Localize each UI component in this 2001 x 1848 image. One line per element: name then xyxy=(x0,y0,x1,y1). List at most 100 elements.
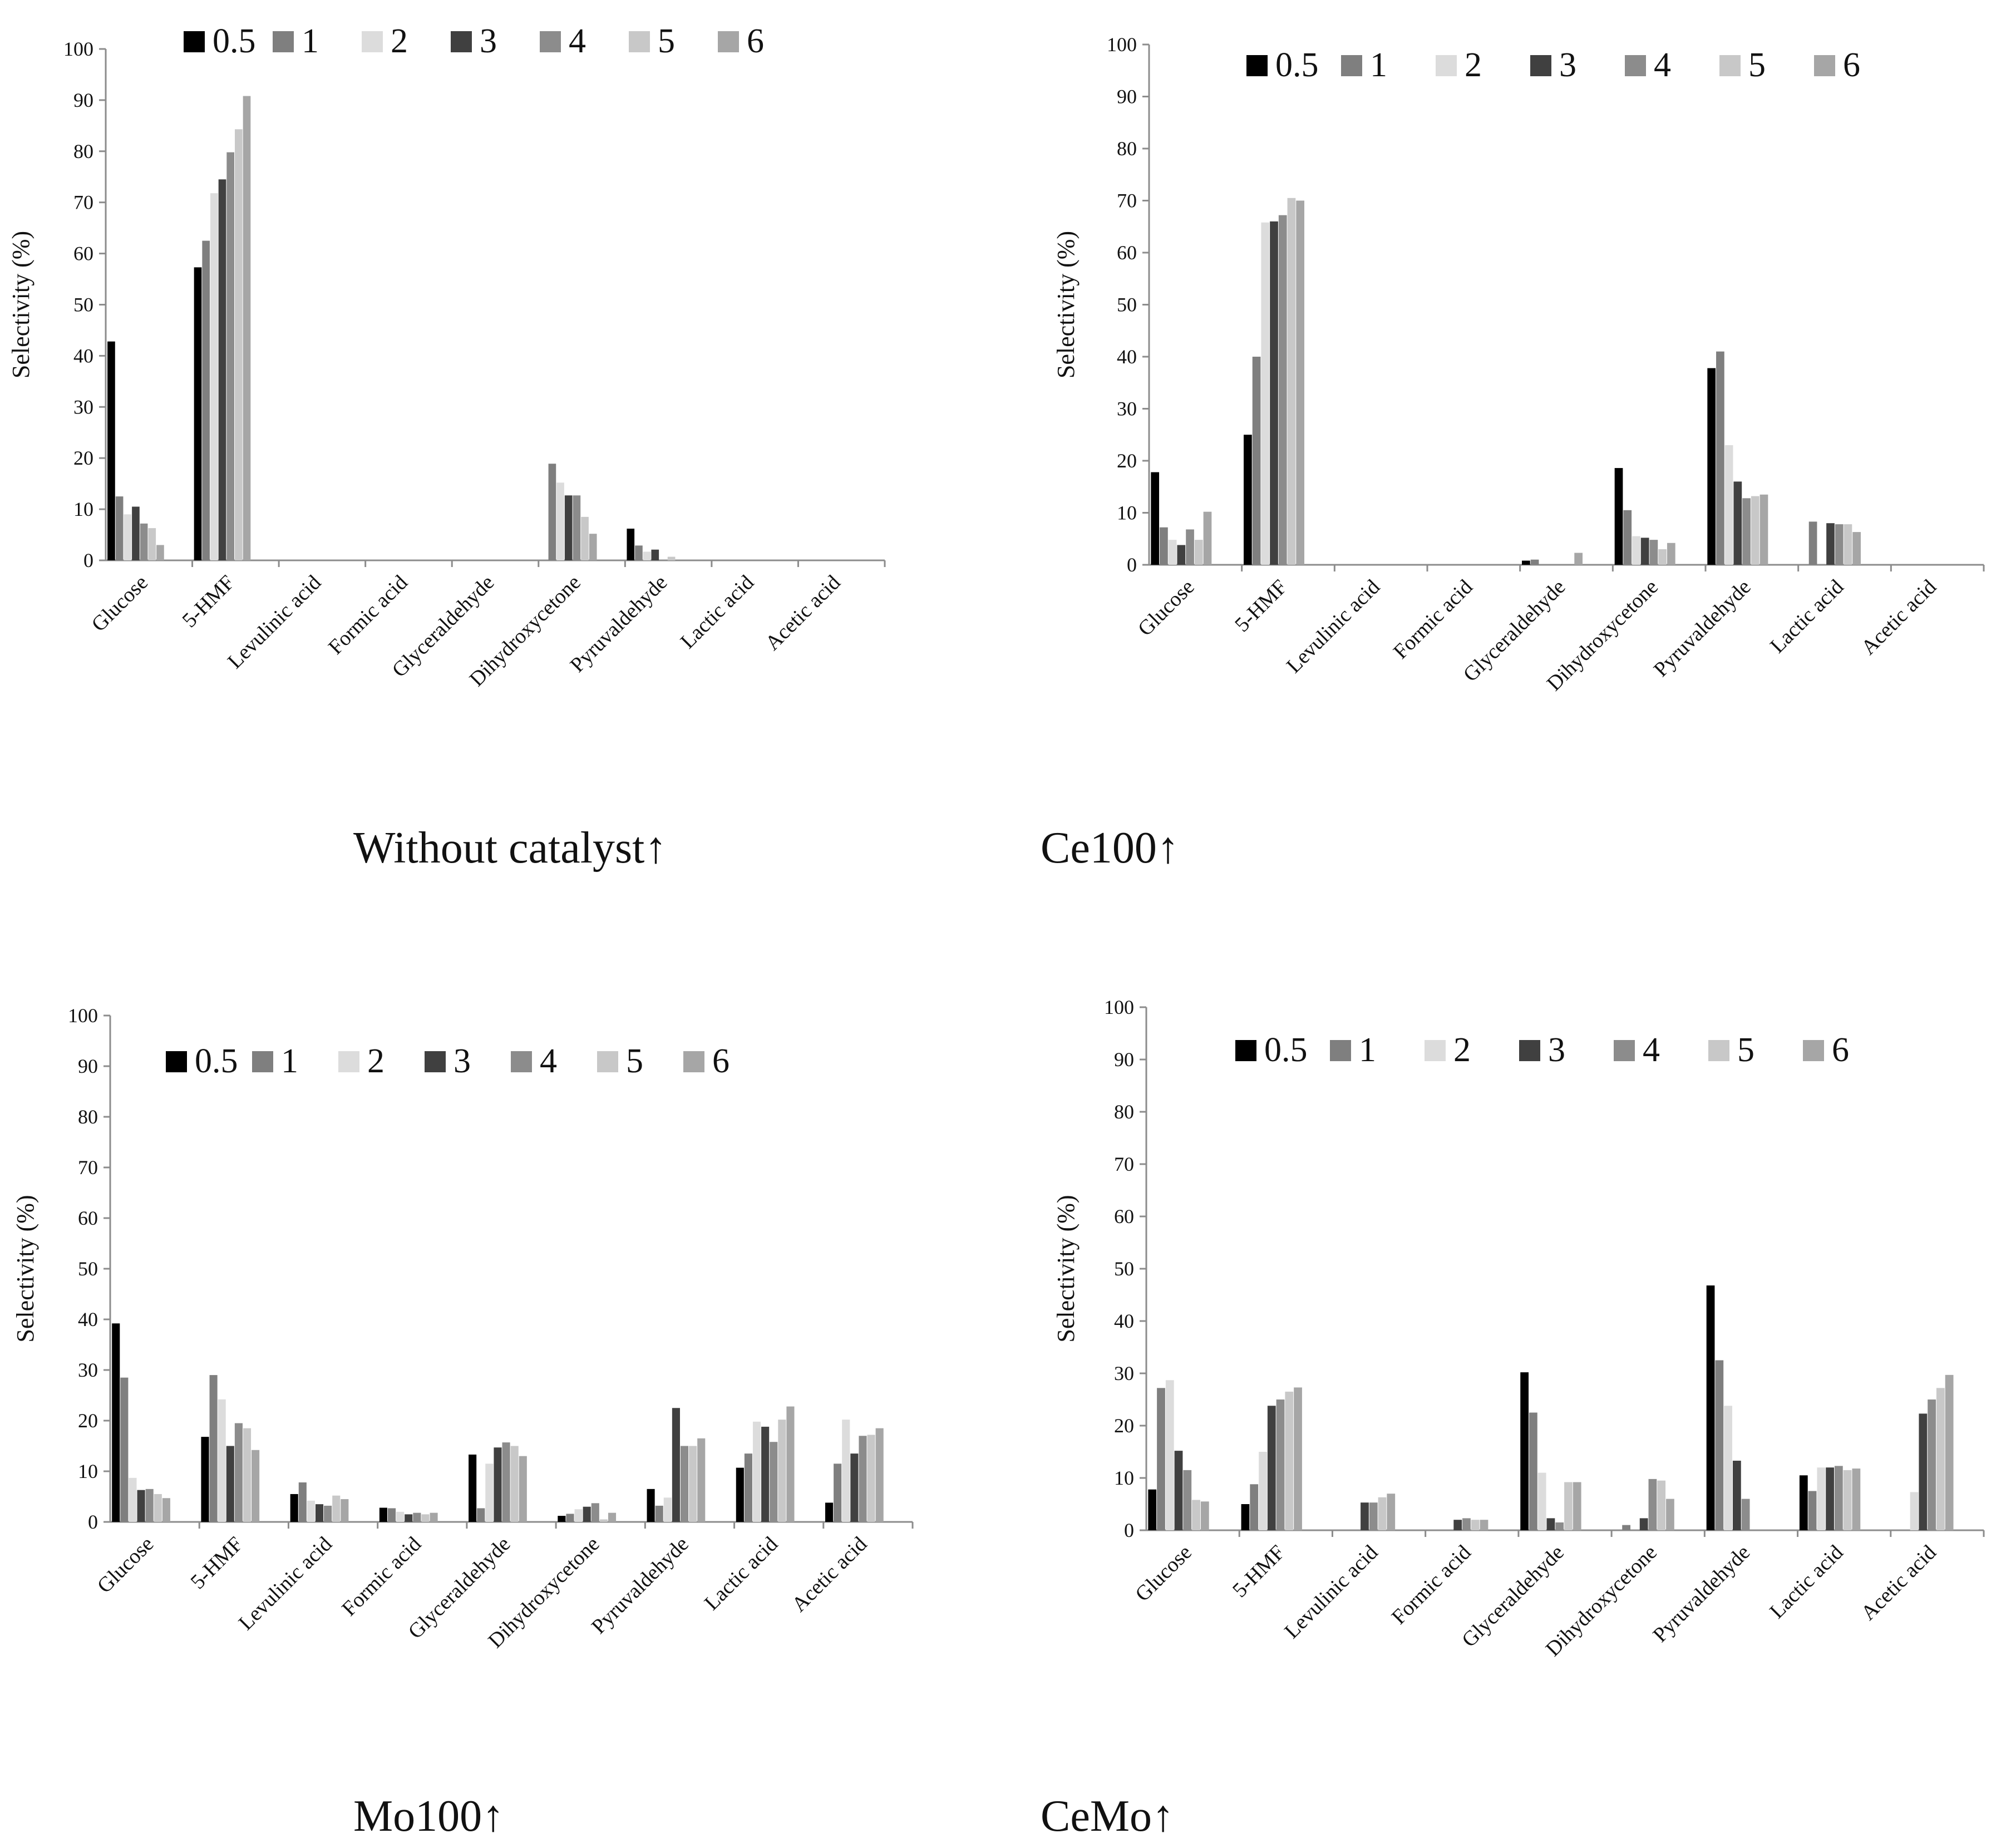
bar-levulinic-acid-2 xyxy=(307,1500,315,1522)
x-category-label: Lactic acid xyxy=(700,1532,782,1615)
y-tick-label: 90 xyxy=(78,1055,98,1077)
bar-glucose-1 xyxy=(115,496,124,560)
y-tick-label: 90 xyxy=(1114,1048,1134,1071)
legend-label: 5 xyxy=(1748,46,1766,84)
bar-acetic-acid-3 xyxy=(850,1453,859,1522)
bar-glyceraldehyde-3 xyxy=(1546,1518,1555,1530)
bar-pyruvaldehyde-5 xyxy=(1751,496,1759,565)
bar-formic-acid-0.5 xyxy=(379,1507,387,1522)
legend-swatch xyxy=(362,31,383,52)
y-tick-label: 40 xyxy=(73,344,93,367)
bar-glyceraldehyde-2 xyxy=(1537,1472,1546,1530)
y-tick-label: 70 xyxy=(1114,1153,1134,1175)
bar-pyruvaldehyde-1 xyxy=(655,1505,663,1522)
bar-pyruvaldehyde-3 xyxy=(1732,1460,1741,1530)
y-tick-label: 50 xyxy=(1114,1258,1134,1280)
bar-acetic-acid-3 xyxy=(1919,1413,1928,1530)
x-category-label: Lactic acid xyxy=(676,571,758,653)
bar-glucose-5 xyxy=(1192,1500,1200,1530)
y-tick-label: 90 xyxy=(73,89,93,111)
y-tick-label: 60 xyxy=(73,243,93,265)
bar-pyruvaldehyde-1 xyxy=(635,545,643,560)
bar-formic-acid-3 xyxy=(1453,1520,1462,1530)
bar-levulinic-acid-1 xyxy=(298,1482,307,1522)
bar-levulinic-acid-3 xyxy=(1361,1502,1369,1530)
legend-swatch xyxy=(1708,1040,1729,1061)
bar-lactic-acid-2 xyxy=(752,1421,761,1522)
bar-5-hmf-2 xyxy=(218,1399,226,1522)
legend-swatch xyxy=(1614,1040,1635,1061)
bar-pyruvaldehyde-1 xyxy=(1715,1360,1724,1530)
legend-label: 6 xyxy=(1832,1031,1849,1069)
x-category-label: 5-HMF xyxy=(1228,1541,1289,1602)
x-category-label: Levulinic acid xyxy=(223,571,326,673)
bar-glucose-0.5 xyxy=(107,341,115,560)
x-category-label: Acetic acid xyxy=(787,1532,871,1617)
bar-5-hmf-5 xyxy=(1285,1391,1294,1530)
legend-label: 2 xyxy=(1465,46,1482,84)
legend-label: 4 xyxy=(569,22,586,60)
legend-label: 1 xyxy=(1359,1031,1376,1069)
legend-label: 3 xyxy=(480,22,497,60)
y-tick-label: 10 xyxy=(1117,502,1137,524)
bar-lactic-acid-4 xyxy=(770,1442,778,1522)
bar-pyruvaldehyde-2 xyxy=(1724,445,1733,565)
legend-swatch xyxy=(629,31,650,52)
y-tick-label: 80 xyxy=(1114,1101,1134,1123)
x-category-label: Pyruvaldehyde xyxy=(1648,1541,1754,1647)
legend-label: 1 xyxy=(281,1042,298,1080)
bar-dihydroxycetone-5 xyxy=(1658,549,1667,565)
bar-dihydroxycetone-3 xyxy=(1639,1518,1648,1530)
x-category-label: Glucose xyxy=(1131,1541,1196,1606)
legend-swatch xyxy=(1425,1040,1446,1061)
bar-pyruvaldehyde-6 xyxy=(1759,494,1768,565)
bar-5-hmf-0.5 xyxy=(201,1437,209,1522)
legend-swatch xyxy=(338,1051,359,1072)
bar-glucose-3 xyxy=(1177,545,1186,565)
bar-formic-acid-4 xyxy=(1462,1518,1471,1530)
bar-glucose-6 xyxy=(156,545,164,560)
bar-glucose-0.5 xyxy=(1151,472,1160,565)
bar-glyceraldehyde-3 xyxy=(494,1447,502,1522)
bar-dihydroxycetone-2 xyxy=(556,482,564,560)
bar-dihydroxycetone-4 xyxy=(1649,540,1658,565)
bar-glucose-1 xyxy=(120,1377,129,1522)
bar-levulinic-acid-4 xyxy=(1369,1502,1378,1530)
x-category-label: 5-HMF xyxy=(1230,575,1292,637)
legend-label: 0.5 xyxy=(1275,46,1319,84)
bar-glucose-2 xyxy=(1168,540,1177,565)
bar-5-hmf-4 xyxy=(234,1423,243,1522)
legend-swatch xyxy=(597,1051,618,1072)
bar-glyceraldehyde-2 xyxy=(485,1463,494,1522)
bar-pyruvaldehyde-0.5 xyxy=(647,1489,655,1522)
y-tick-label: 20 xyxy=(78,1410,98,1432)
y-tick-label: 40 xyxy=(1117,346,1137,368)
y-tick-label: 70 xyxy=(78,1156,98,1179)
y-tick-label: 0 xyxy=(83,549,93,571)
y-tick-label: 30 xyxy=(73,396,93,418)
bar-levulinic-acid-3 xyxy=(315,1504,324,1522)
x-category-label: Acetic acid xyxy=(761,571,845,655)
x-category-label: Glucose xyxy=(1133,575,1199,641)
bar-formic-acid-1 xyxy=(387,1508,396,1522)
bar-levulinic-acid-6 xyxy=(341,1499,349,1522)
bar-5-hmf-3 xyxy=(1270,221,1278,565)
x-category-label: Formic acid xyxy=(324,571,412,659)
x-category-label: Levulinic acid xyxy=(1282,575,1384,678)
legend-label: 5 xyxy=(626,1042,643,1080)
bar-formic-acid-4 xyxy=(413,1512,421,1522)
bar-pyruvaldehyde-4 xyxy=(680,1446,689,1522)
legend-label: 6 xyxy=(747,22,764,60)
legend-swatch xyxy=(1814,55,1835,76)
bar-dihydroxycetone-4 xyxy=(1648,1479,1657,1530)
chart-panel-2: 0 10 20 30 40 50 60 70 80 90 100 Selectivity (%) Glu… xyxy=(1041,33,1985,873)
y-tick-label: 50 xyxy=(78,1258,98,1280)
legend-swatch xyxy=(184,31,205,52)
legend-label: 0.5 xyxy=(195,1042,238,1080)
bar-lactic-acid-0.5 xyxy=(1799,1475,1808,1530)
bar-glucose-3 xyxy=(1174,1451,1183,1530)
bar-glucose-3 xyxy=(132,506,140,560)
bar-lactic-acid-2 xyxy=(1817,1467,1826,1530)
legend-swatch xyxy=(511,1051,532,1072)
